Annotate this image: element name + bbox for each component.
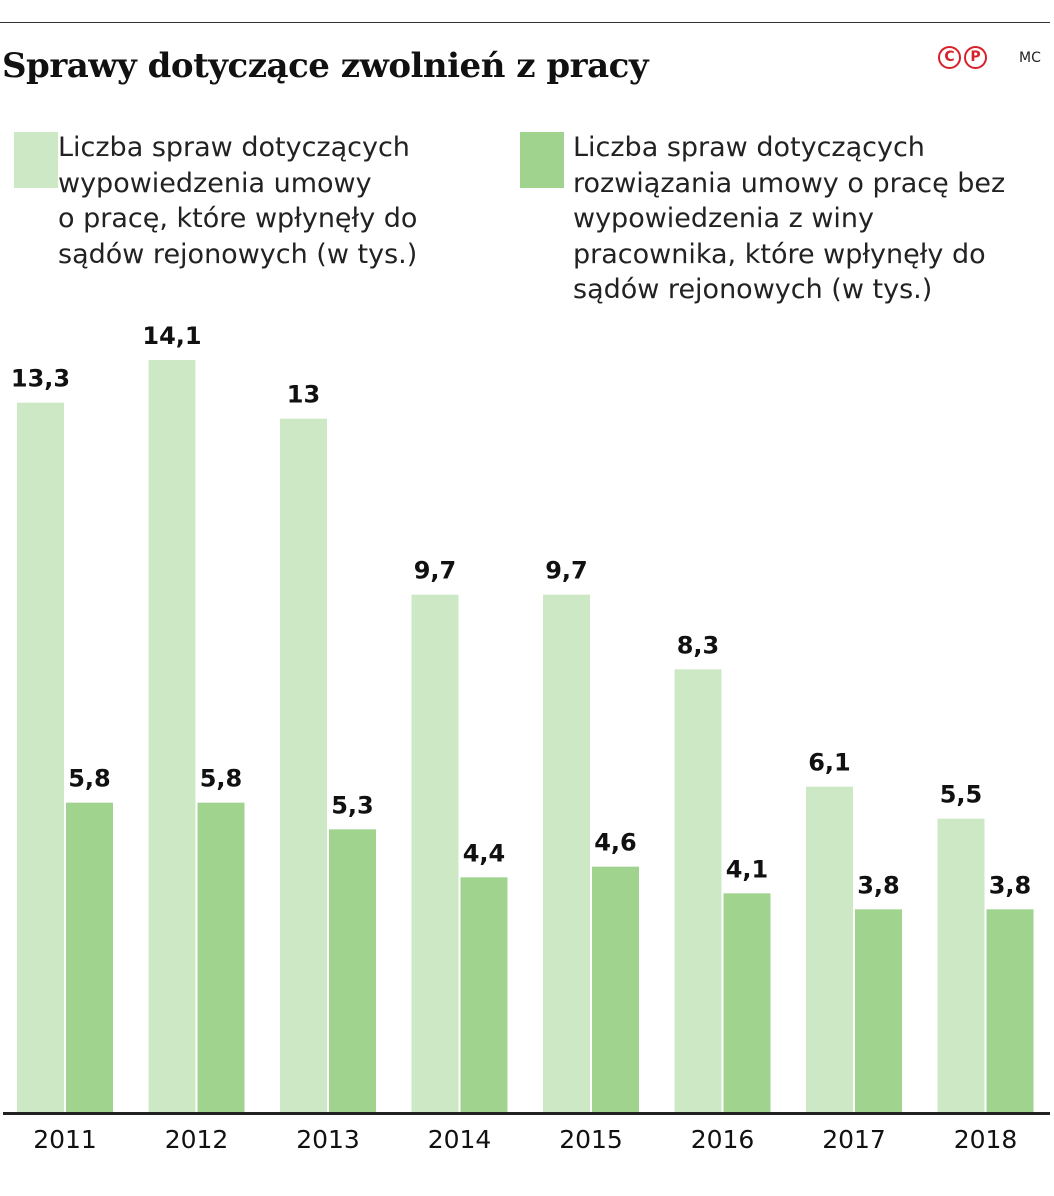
x-tick-label-2011: 2011 (33, 1125, 97, 1154)
bar-chart: 13,3 5,8 2011 14,1 5,8 2012 13 5,3 2013 9,7 4,4 201… (3, 322, 1050, 1154)
bar-dismissal-notice-2011 (17, 402, 64, 1113)
publisher-logo: C P (938, 46, 987, 69)
legend-line: pracownika, które wpłynęły do (573, 238, 986, 270)
value-label-dismissal-notice-2018: 5,5 (940, 781, 983, 809)
value-label-termination-no-notice-2017: 3,8 (857, 871, 900, 899)
chart-title: Sprawy dotyczące zwolnień z pracy (2, 46, 649, 86)
legend-label-dismissal-notice: Liczba spraw dotyczących wypowiedzenia u… (58, 130, 417, 272)
value-label-dismissal-notice-2017: 6,1 (808, 749, 851, 777)
bar-dismissal-notice-2013 (280, 418, 327, 1113)
bar-termination-no-notice-2013 (329, 829, 376, 1112)
bar-dismissal-notice-2018 (937, 818, 985, 1112)
legend-line: sądów rejonowych (w tys.) (58, 238, 418, 270)
value-label-dismissal-notice-2012: 14,1 (142, 322, 201, 350)
legend-line: Liczba spraw dotyczących (58, 132, 410, 163)
x-tick-label-2018: 2018 (954, 1125, 1018, 1154)
legend-swatch-light (14, 132, 58, 188)
top-rule (0, 22, 1050, 23)
legend-line: wypowiedzenia z winy (573, 203, 875, 234)
value-label-dismissal-notice-2011: 13,3 (11, 365, 70, 393)
bar-termination-no-notice-2017 (855, 909, 902, 1112)
x-tick-label-2012: 2012 (165, 1125, 229, 1154)
author-initials: MC (1019, 50, 1041, 66)
x-tick-label-2017: 2017 (822, 1125, 886, 1154)
bar-termination-no-notice-2016 (723, 893, 771, 1112)
value-label-termination-no-notice-2015: 4,6 (594, 829, 637, 857)
bar-termination-no-notice-2012 (197, 802, 245, 1112)
legend-line: rozwiązania umowy o pracę bez (573, 167, 1006, 199)
value-label-termination-no-notice-2011: 5,8 (68, 765, 111, 793)
value-label-termination-no-notice-2012: 5,8 (200, 765, 243, 793)
value-label-termination-no-notice-2016: 4,1 (726, 855, 769, 883)
x-tick-label-2014: 2014 (428, 1125, 492, 1154)
bar-termination-no-notice-2015 (592, 866, 639, 1112)
value-label-dismissal-notice-2016: 8,3 (677, 631, 720, 659)
value-label-dismissal-notice-2014: 9,7 (414, 557, 457, 585)
value-label-dismissal-notice-2015: 9,7 (545, 557, 588, 585)
bar-termination-no-notice-2014 (460, 877, 508, 1112)
value-label-termination-no-notice-2018: 3,8 (989, 871, 1032, 899)
legend-line: sądów rejonowych (w tys.) (573, 274, 933, 305)
legend-line: wypowiedzenia umowy (58, 167, 372, 199)
value-label-termination-no-notice-2014: 4,4 (463, 839, 506, 867)
legend-line: o pracę, które wpłynęły do (58, 203, 418, 234)
x-tick-label-2013: 2013 (296, 1125, 360, 1154)
x-tick-label-2016: 2016 (691, 1125, 755, 1154)
bar-dismissal-notice-2015 (543, 594, 590, 1112)
x-tick-label-2015: 2015 (559, 1125, 623, 1154)
value-label-termination-no-notice-2013: 5,3 (331, 791, 374, 819)
bar-termination-no-notice-2011 (66, 802, 113, 1112)
bar-termination-no-notice-2018 (986, 909, 1034, 1112)
bar-dismissal-notice-2017 (806, 786, 853, 1112)
bar-dismissal-notice-2014 (411, 594, 459, 1112)
legend-line: Liczba spraw dotyczących (573, 132, 925, 163)
c-logo-icon: C (938, 46, 961, 69)
value-label-dismissal-notice-2013: 13 (287, 381, 320, 409)
legend-label-termination-no-notice: Liczba spraw dotyczących rozwiązania umo… (573, 130, 1005, 308)
bar-dismissal-notice-2016 (674, 669, 722, 1112)
legend-swatch-dark (520, 132, 564, 188)
bar-dismissal-notice-2012 (148, 360, 196, 1112)
p-logo-icon: P (964, 46, 987, 69)
